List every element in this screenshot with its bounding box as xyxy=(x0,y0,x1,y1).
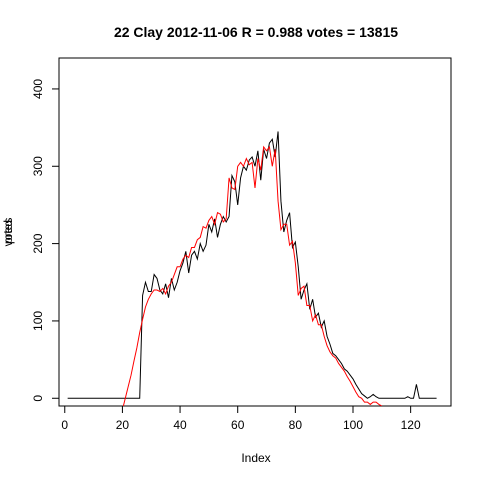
chart-title: 22 Clay 2012-11-06 R = 0.988 votes = 138… xyxy=(114,24,398,40)
pred-series-line xyxy=(122,145,383,406)
x-tick-label: 80 xyxy=(289,418,303,432)
votes-series-line xyxy=(67,131,437,399)
y-tick-label: 400 xyxy=(31,79,45,99)
x-axis-title: Index xyxy=(241,451,270,465)
y-axis-title-pred: pred xyxy=(1,220,15,244)
y-tick-label: 300 xyxy=(31,156,45,176)
plot-frame xyxy=(58,57,452,407)
y-tick-label: 100 xyxy=(31,311,45,331)
y-tick-label: 0 xyxy=(31,395,45,402)
x-tick-label: 0 xyxy=(61,418,68,432)
x-tick-label: 20 xyxy=(116,418,130,432)
series-layer xyxy=(67,131,437,406)
x-tick-label: 40 xyxy=(173,418,187,432)
x-tick-label: 100 xyxy=(343,418,363,432)
y-axis-title-votes: votes xyxy=(1,218,15,247)
y-tick-label: 200 xyxy=(31,233,45,253)
x-tick-label: 60 xyxy=(231,418,245,432)
axes: 0 20 40 60 80 100 120 0 100 200 300 400 xyxy=(31,79,421,432)
x-tick-label: 120 xyxy=(401,418,421,432)
